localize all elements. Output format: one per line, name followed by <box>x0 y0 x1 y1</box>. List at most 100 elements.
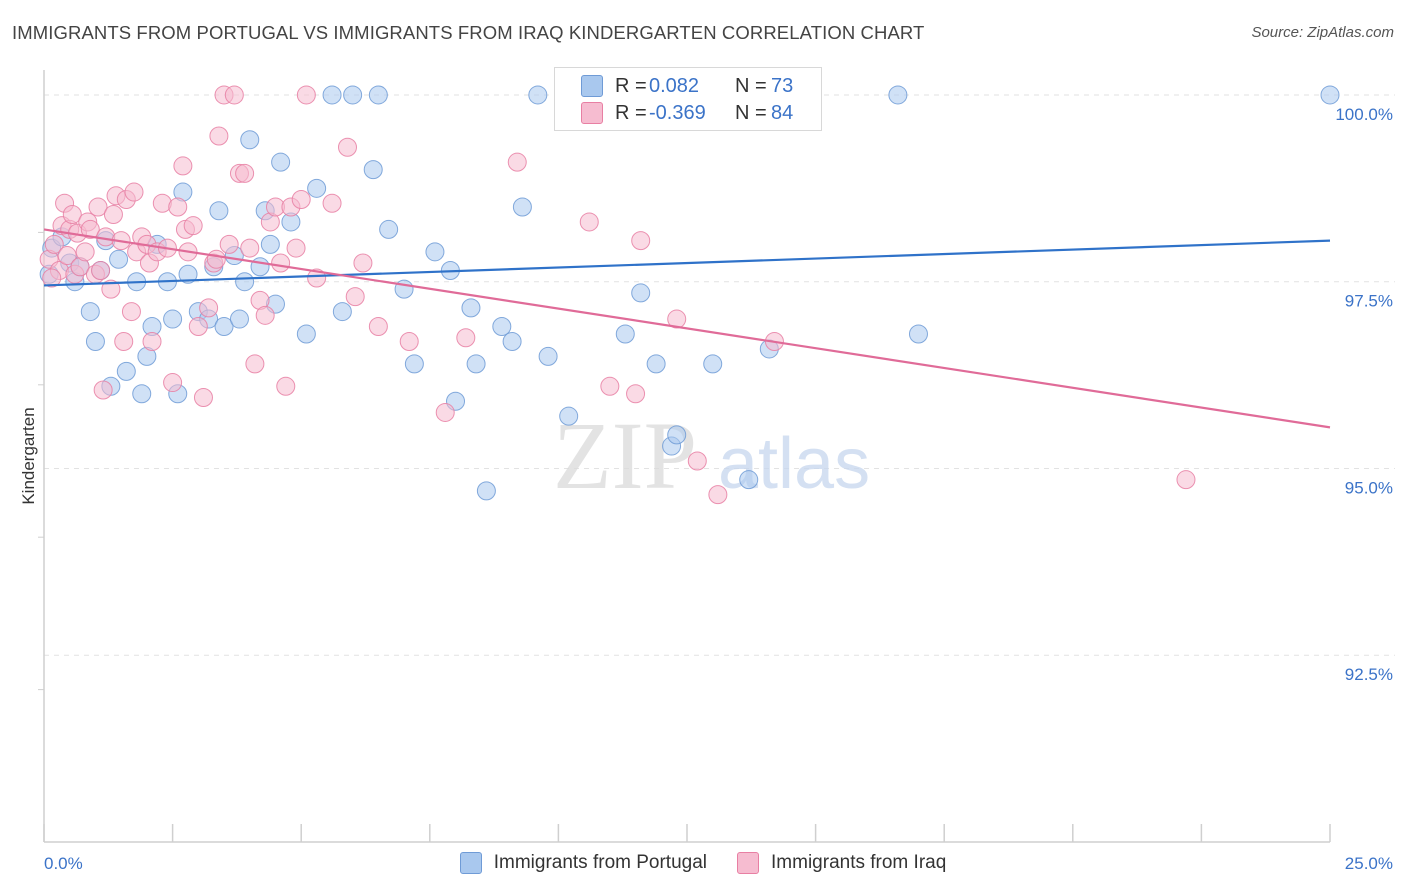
portugal-point <box>512 197 532 217</box>
iraq-point <box>435 402 455 422</box>
watermark-atlas: atlas <box>718 424 870 504</box>
portugal-point <box>109 249 129 269</box>
legend-r-value: 0.082 <box>649 74 700 97</box>
portugal-point <box>631 283 651 303</box>
portugal-point <box>240 130 260 150</box>
iraq-point <box>188 317 208 337</box>
portugal-point <box>271 152 291 172</box>
iraq-point <box>286 238 306 258</box>
series-iraq-points <box>39 85 1196 505</box>
legend-n-label: N = <box>735 101 767 124</box>
legend-r-value: -0.369 <box>649 101 706 124</box>
portugal-point <box>368 85 388 105</box>
iraq-point <box>353 253 373 273</box>
iraq-point <box>600 376 620 396</box>
portugal-point <box>178 264 198 284</box>
iraq-point <box>667 309 687 329</box>
y-tick-labels: 92.5% 95.0% 97.5% 100.0% <box>1335 105 1393 684</box>
portugal-point <box>667 425 687 445</box>
iraq-point <box>255 305 275 325</box>
portugal-point <box>132 384 152 404</box>
iraq-point <box>271 253 291 273</box>
legend-label-iraq: Immigrants from Iraq <box>771 852 947 873</box>
portugal-point <box>908 324 928 344</box>
y-tick-label: 97.5% <box>1345 292 1393 311</box>
portugal-point <box>461 298 481 318</box>
legend-n-value: 73 <box>771 74 794 97</box>
iraq-point <box>183 216 203 236</box>
iraq-point <box>235 163 255 183</box>
portugal-point <box>559 406 579 426</box>
iraq-point <box>88 197 108 217</box>
legend-swatch-iraq <box>581 102 603 124</box>
legend-item-portugal[interactable]: Immigrants from Portugal <box>459 852 707 874</box>
iraq-point <box>44 234 64 254</box>
iraq-point <box>579 212 599 232</box>
legend-row-portugal: R = 0.082 N = 73 <box>581 72 793 100</box>
portugal-point <box>379 219 399 239</box>
iraq-point <box>219 234 239 254</box>
iraq-point <box>291 190 311 210</box>
portugal-point <box>492 317 512 337</box>
iraq-point <box>307 268 327 288</box>
legend-item-iraq[interactable]: Immigrants from Iraq <box>737 852 946 874</box>
y-axis-label: Kindergarten <box>19 407 38 504</box>
iraq-point <box>296 85 316 105</box>
portugal-point <box>466 354 486 374</box>
legend-swatch-portugal <box>581 75 603 97</box>
iraq-trend-line <box>43 228 1331 429</box>
portugal-point <box>404 354 424 374</box>
iraq-point <box>1176 470 1196 490</box>
portugal-point <box>538 346 558 366</box>
iraq-point <box>245 354 265 374</box>
iraq-point <box>224 85 244 105</box>
iraq-point <box>93 380 113 400</box>
iraq-point <box>368 317 388 337</box>
portugal-point <box>615 324 635 344</box>
x-tick-label-min: 0.0% <box>44 854 83 873</box>
portugal-point <box>260 234 280 254</box>
portugal-point <box>703 354 723 374</box>
portugal-point <box>116 361 136 381</box>
iraq-point <box>631 231 651 251</box>
x-tick-labels: 0.0% 25.0% <box>44 854 1393 873</box>
portugal-point <box>888 85 908 105</box>
iraq-point <box>456 328 476 348</box>
iraq-point <box>121 302 141 322</box>
legend-swatch-portugal <box>459 852 482 874</box>
stats-legend: R = 0.082 N = 73 R = -0.369 N = 84 <box>554 67 822 131</box>
portugal-point <box>214 317 234 337</box>
y-tick-label: 95.0% <box>1345 478 1393 497</box>
trend-lines <box>43 228 1331 429</box>
portugal-point <box>250 257 270 277</box>
portugal-point <box>322 85 342 105</box>
iraq-point <box>173 156 193 176</box>
legend-r-label: R = <box>615 101 647 124</box>
iraq-point <box>75 242 95 262</box>
iraq-point <box>168 197 188 217</box>
portugal-point <box>363 160 383 180</box>
legend-r-label: R = <box>615 74 647 97</box>
chart-title: IMMIGRANTS FROM PORTUGAL VS IMMIGRANTS F… <box>12 22 925 43</box>
iraq-point <box>101 279 121 299</box>
portugal-point <box>476 481 496 501</box>
portugal-point <box>307 178 327 198</box>
iraq-point <box>626 384 646 404</box>
iraq-point <box>206 249 226 269</box>
portugal-point <box>1320 85 1340 105</box>
portugal-point <box>209 201 229 221</box>
portugal-point <box>296 324 316 344</box>
iraq-point <box>62 204 82 224</box>
iraq-point <box>91 261 111 280</box>
iraq-point <box>240 238 260 258</box>
source-label: Source: ZipAtlas.com <box>1251 24 1394 41</box>
portugal-point <box>85 331 105 351</box>
portugal-point <box>646 354 666 374</box>
portugal-point <box>528 85 548 105</box>
x-tick-label-max: 25.0% <box>1345 854 1393 873</box>
iraq-point <box>687 451 707 471</box>
iraq-point <box>163 373 183 393</box>
iraq-point <box>57 246 77 266</box>
legend-n-value: 84 <box>771 101 794 124</box>
portugal-trend-line <box>43 239 1331 287</box>
